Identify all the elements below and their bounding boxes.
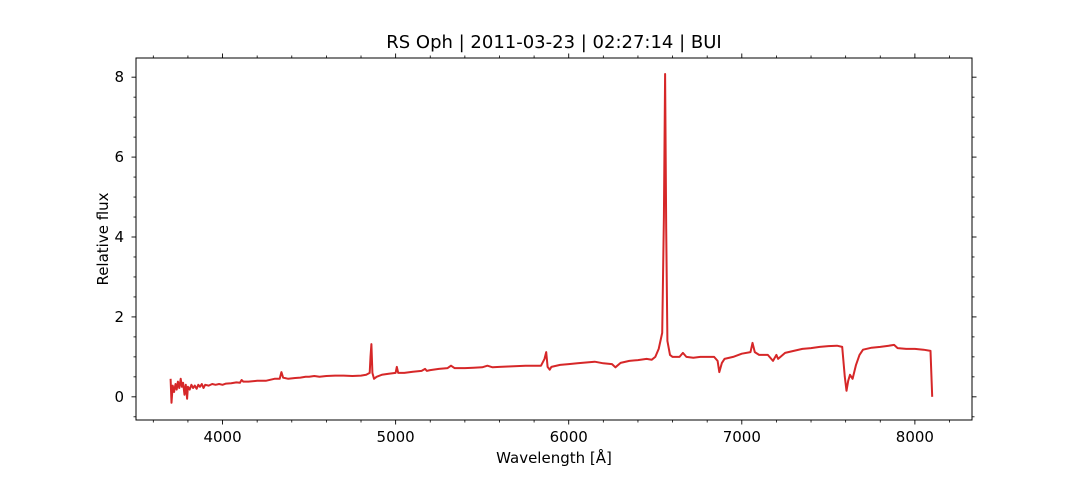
- chart-title: RS Oph | 2011-03-23 | 02:27:14 | BUI: [386, 32, 721, 53]
- x-tick-label: 8000: [896, 428, 934, 446]
- y-tick-label: 2: [114, 308, 124, 326]
- x-tick-label: 5000: [377, 428, 415, 446]
- plot-frame: [135, 57, 973, 421]
- x-tick-label: 7000: [723, 428, 761, 446]
- y-tick-label: 8: [114, 68, 124, 86]
- x-tick-label: 6000: [550, 428, 588, 446]
- spectrum-line: [169, 73, 934, 404]
- y-tick-label: 0: [114, 388, 124, 406]
- y-axis-label: Relative flux: [94, 192, 112, 285]
- x-axis-label: Wavelength [Å]: [496, 448, 612, 467]
- x-tick-label: 4000: [203, 428, 241, 446]
- y-tick-label: 6: [114, 148, 124, 166]
- y-tick-label: 4: [114, 228, 124, 246]
- plot-area: [169, 73, 934, 404]
